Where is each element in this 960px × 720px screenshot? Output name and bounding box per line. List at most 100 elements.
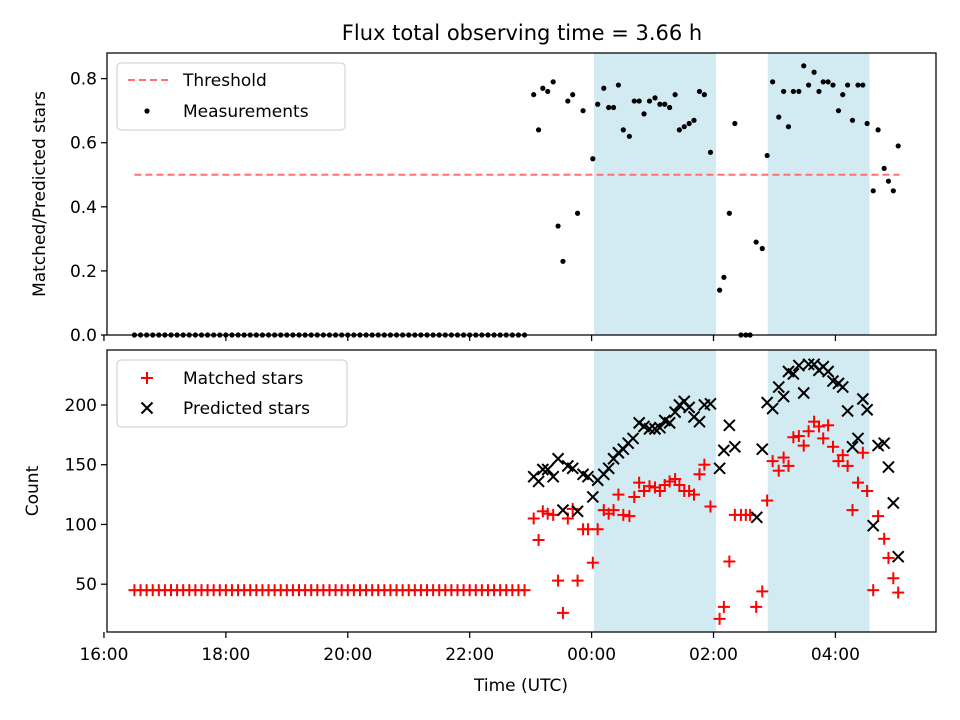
predicted-point [566,462,579,475]
x-tick-label: 16:00 [79,645,128,665]
matched-point [867,584,880,597]
top-y-ticks: 0.0 0.2 0.4 0.6 0.8 [70,70,107,346]
x-tick-label: 22:00 [445,645,494,665]
predicted-point [626,432,640,445]
measurement-point [759,245,765,252]
matched-point [556,606,569,619]
x-tick-label: 18:00 [201,645,250,665]
matched-point [802,425,815,438]
predicted-point [802,358,815,371]
predicted-point [663,416,676,430]
matched-point [750,600,763,613]
y-tick-label: 150 [65,456,97,476]
measurement-point [696,88,703,95]
measurement-point [849,117,856,123]
bottom-panel: 50 100 150 200 16:00 18:00 20:00 22:00 00:00 02:… [23,349,937,696]
measurement-point [707,149,714,155]
matched-point [713,612,726,625]
matched-point [532,533,545,546]
measurement-point [811,69,817,75]
matched-point [704,500,717,513]
measurement-point [601,85,607,91]
measurement-point [681,124,687,130]
predicted-point [877,436,891,450]
predicted-point [867,519,880,532]
predicted-point [777,390,790,403]
measurement-point [560,258,566,264]
top-legend: Threshold Measurements [116,62,346,131]
measurement-point [555,223,561,229]
measurement-point [606,104,612,111]
x-tick-label: 20:00 [323,645,372,665]
shaded-regions [594,350,870,632]
predicted-point [653,421,667,434]
measurement-point [610,104,617,111]
matched-point [756,585,769,598]
predicted-point [546,470,560,483]
matched-point [586,556,599,569]
measurement-point [776,114,782,120]
measurement-point [620,127,626,133]
matched-point [792,430,805,443]
predicted-point [846,440,859,453]
measurement-point [770,79,776,85]
chart-title: Flux total observing time = 3.66 h [342,21,702,45]
predicted-point [766,402,779,415]
measurement-point [540,85,546,91]
predicted-point [541,463,554,476]
matched-point [607,504,620,517]
count-points [128,358,905,625]
legend-predicted-label: Predicted stars [183,399,310,419]
measurement-point [890,188,896,194]
predicted-point [586,490,600,504]
matched-point [851,476,864,489]
matched-point [761,494,774,507]
predicted-point [841,404,854,418]
bottom-axes-frame [106,349,937,633]
predicted-point [717,444,731,457]
measurement-points [131,63,901,338]
predicted-point [787,367,800,381]
predicted-point [860,403,874,416]
bottom-legend: Matched stars Predicted stars [116,359,348,428]
matched-point [797,439,810,452]
measurement-point [590,156,596,162]
matched-point [688,488,701,501]
measurement-point [550,79,556,85]
measurement-point [801,63,807,69]
measurement-point [657,101,663,107]
matched-point [782,459,795,472]
measurement-point [636,98,642,104]
x-axis-label: Time (UTC) [473,676,568,696]
measurement-point [835,108,842,114]
matched-point [717,600,730,613]
y-tick-label: 0.8 [70,70,97,90]
measurement-point [764,152,770,159]
matched-point [571,574,584,587]
predicted-point [887,496,900,510]
predicted-point [532,475,545,488]
matched-point [841,459,854,472]
measurement-point [662,101,668,107]
matched-point [772,464,785,477]
matched-point [612,488,625,501]
matched-point [882,551,895,564]
legend-threshold-label: Threshold [182,71,267,91]
matched-point [663,475,676,488]
legend-matched-swatch [141,372,153,384]
y-tick-label: 0.0 [70,326,97,346]
x-tick-label: 02:00 [689,645,738,665]
legend-predicted-swatch [140,401,154,415]
measurement-point [574,210,581,216]
observing-window [767,53,870,335]
matched-point [552,574,565,587]
matched-point [836,449,849,462]
matched-point [527,512,540,525]
matched-point [766,455,779,468]
predicted-point [704,397,717,410]
matched-point [812,420,825,433]
matched-point [643,480,656,493]
measurement-point [790,88,796,95]
matched-point [878,532,891,545]
